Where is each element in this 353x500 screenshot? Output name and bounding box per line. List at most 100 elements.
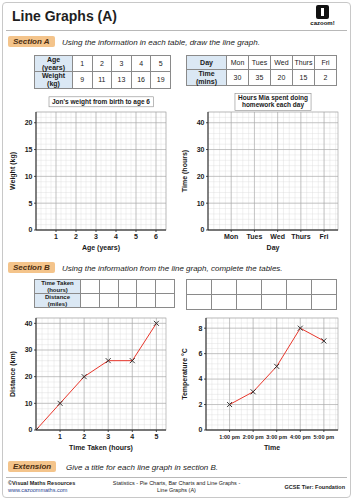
minor-grid	[206, 399, 338, 400]
grid-line	[96, 112, 97, 230]
grid-line	[36, 350, 166, 351]
plot-background	[36, 318, 166, 430]
grid-line	[300, 318, 301, 430]
minor-grid	[36, 424, 166, 425]
minor-grid	[247, 318, 248, 430]
minor-grid	[90, 318, 91, 430]
table-cell: 9	[73, 72, 93, 88]
y-tick-label: 2	[199, 401, 203, 408]
series-group	[227, 326, 326, 407]
x-tick-label: 4:00 pm	[290, 434, 311, 440]
minor-grid	[208, 171, 338, 172]
y-tick-label: 4	[199, 375, 203, 382]
minor-grid	[276, 318, 277, 430]
minor-grid	[295, 112, 296, 230]
chart-title-line: homework each day	[242, 101, 305, 109]
worksheet-page: Line Graphs (A)cazoom!Section AUsing the…	[0, 0, 353, 500]
table-cell	[118, 294, 137, 308]
x-tick	[76, 230, 77, 232]
minor-grid	[36, 419, 166, 420]
table-cell	[212, 280, 237, 295]
x-tick-label: Wed	[270, 233, 285, 240]
minor-grid	[289, 112, 290, 230]
minor-grid	[300, 318, 301, 430]
plot-frame	[206, 318, 338, 430]
section-label: Extension	[8, 461, 56, 472]
footer-copyright: ©Visual Maths Resources	[8, 480, 75, 486]
grid-line	[36, 176, 166, 177]
minor-grid	[36, 328, 166, 329]
minor-grid	[162, 318, 163, 430]
minor-grid	[206, 394, 338, 395]
table-cell: Fri	[315, 56, 337, 70]
minor-grid	[36, 323, 166, 324]
data-marker	[82, 374, 87, 379]
grid-line	[208, 122, 338, 123]
table-cell	[118, 280, 137, 294]
minor-grid	[253, 318, 254, 430]
table-row	[187, 280, 337, 295]
y-tick	[204, 328, 206, 329]
minor-grid	[36, 414, 166, 415]
minor-grid	[217, 318, 218, 430]
grid-line	[36, 430, 166, 431]
minor-grid	[66, 318, 67, 430]
x-tick	[324, 230, 325, 232]
x-tick	[323, 430, 324, 432]
minor-grid	[237, 112, 238, 230]
minor-grid	[132, 318, 133, 430]
grid-line	[60, 318, 61, 430]
minor-grid	[335, 318, 336, 430]
grid-line	[116, 112, 117, 230]
table-cell: 19	[151, 72, 171, 88]
grid-line	[206, 353, 338, 354]
minor-grid	[151, 112, 152, 230]
minor-grid	[208, 138, 338, 139]
x-tick	[84, 430, 85, 432]
minor-grid	[208, 133, 338, 134]
section-label: Section A	[8, 36, 55, 47]
table-row: Distance (miles)	[35, 294, 175, 308]
chart-title-box	[235, 93, 311, 110]
minor-grid	[206, 343, 338, 344]
x-tick	[56, 230, 57, 232]
minor-grid	[76, 112, 77, 230]
table-cell: 2	[315, 70, 337, 86]
data-marker	[274, 364, 279, 369]
minor-grid	[36, 334, 166, 335]
minor-grid	[126, 318, 127, 430]
minor-grid	[329, 112, 330, 230]
grid-line	[231, 112, 232, 230]
minor-grid	[150, 318, 151, 430]
minor-grid	[141, 112, 142, 230]
y-tick	[206, 149, 208, 150]
y-axis-title: Weight (kg)	[9, 152, 17, 190]
x-tick-label: 2	[74, 233, 78, 240]
table-cell	[262, 295, 287, 310]
minor-grid	[259, 318, 260, 430]
minor-grid	[36, 112, 37, 230]
minor-grid	[36, 398, 166, 399]
minor-grid	[111, 112, 112, 230]
x-axis	[36, 230, 166, 231]
row-header: Age (years)	[35, 56, 73, 72]
minor-grid	[114, 318, 115, 430]
table-cell: 35	[249, 70, 271, 86]
table-cell	[156, 280, 175, 294]
minor-grid	[208, 160, 338, 161]
plot-frame	[208, 112, 338, 230]
minor-grid	[208, 203, 338, 204]
minor-grid	[300, 112, 301, 230]
minor-grid	[136, 112, 137, 230]
y-tick-label: 30	[197, 146, 205, 153]
minor-grid	[72, 318, 73, 430]
y-axis-title: Temperature °C	[181, 348, 189, 400]
y-tick-label: 0	[199, 426, 203, 433]
minor-grid	[120, 318, 121, 430]
minor-grid	[335, 112, 336, 230]
data-marker	[130, 358, 135, 363]
data-table	[186, 279, 337, 310]
line-chart: 010203040MonTuesWedThursFriDayTime (hour…	[178, 92, 346, 258]
y-tick	[34, 122, 36, 123]
x-tick-label: 2	[82, 433, 86, 440]
